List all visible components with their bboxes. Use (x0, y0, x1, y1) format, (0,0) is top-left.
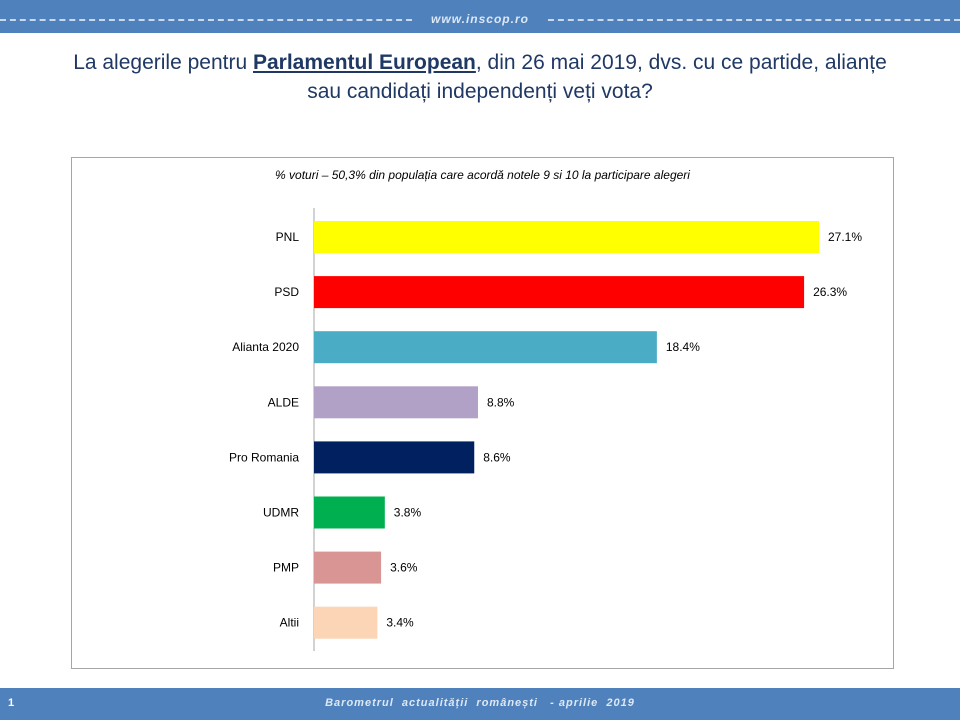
bar (314, 551, 382, 584)
value-label: 8.8% (487, 395, 515, 409)
category-label: UDMR (263, 506, 299, 520)
value-label: 3.8% (394, 506, 422, 520)
value-label: 18.4% (666, 340, 700, 354)
value-label: 3.4% (386, 616, 414, 630)
value-label: 3.6% (390, 561, 418, 575)
header-dashed-line-left (0, 19, 412, 21)
footer-bar: 1 Barometrul actualității românești - ap… (0, 688, 960, 720)
category-label: PSD (274, 285, 299, 299)
category-label: PMP (273, 561, 299, 575)
bar (314, 221, 819, 253)
header-dashed-line-right (548, 19, 960, 21)
title-part-2: , din 26 mai 2019, dvs. cu ce partide, a… (475, 51, 887, 74)
title-emphasis: Parlamentul European (252, 51, 476, 74)
page-number: 1 (8, 697, 15, 709)
category-label: Alianta 2020 (232, 340, 299, 354)
header-bar: www.inscop.ro (0, 0, 960, 33)
category-label: Altii (280, 616, 299, 630)
bar (314, 441, 475, 474)
title-line-2: sau candidați independenți veți vota? (307, 80, 653, 103)
category-label: ALDE (268, 395, 299, 409)
value-label: 8.6% (483, 450, 511, 464)
value-label: 26.3% (813, 285, 847, 299)
bar (314, 606, 378, 639)
site-url[interactable]: www.inscop.ro (431, 12, 529, 26)
category-label: Pro Romania (229, 450, 299, 464)
bar (314, 276, 805, 309)
chart-subtitle: % voturi – 50,3% din populația care acor… (275, 168, 690, 182)
bar (314, 496, 385, 529)
bar (314, 331, 657, 364)
value-label: 27.1% (828, 230, 862, 244)
bar (314, 386, 478, 419)
category-label: PNL (276, 230, 300, 244)
footer-text: Barometrul actualității românești - apri… (325, 697, 635, 709)
title-part-1: La alegerile pentru (73, 51, 253, 74)
page-title: La alegerile pentru Parlamentul European… (30, 48, 930, 106)
